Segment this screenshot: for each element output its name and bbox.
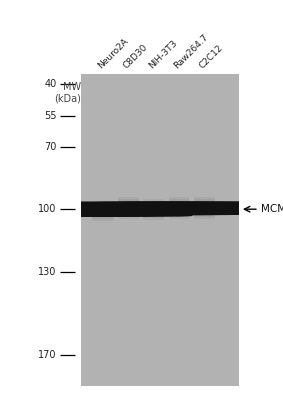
FancyBboxPatch shape	[13, 206, 192, 217]
Text: 130: 130	[38, 267, 57, 277]
Bar	[169, 199, 189, 217]
Text: 40: 40	[44, 79, 57, 89]
Bar	[118, 202, 138, 215]
Text: 70: 70	[44, 142, 57, 152]
Bar	[143, 201, 164, 218]
Bar	[92, 204, 114, 219]
Bar	[169, 197, 189, 219]
Bar	[194, 199, 215, 217]
FancyBboxPatch shape	[115, 202, 283, 215]
Text: C8D30: C8D30	[122, 43, 150, 71]
Bar	[194, 202, 215, 215]
Bar	[92, 202, 114, 221]
Bar	[194, 197, 215, 219]
Text: MCM4: MCM4	[261, 204, 283, 214]
FancyBboxPatch shape	[90, 202, 268, 215]
Text: 55: 55	[44, 111, 57, 121]
Text: 170: 170	[38, 350, 57, 360]
FancyBboxPatch shape	[39, 202, 217, 215]
Text: MW
(kDa): MW (kDa)	[54, 82, 81, 104]
Text: C2C12: C2C12	[198, 44, 225, 71]
Bar	[169, 202, 189, 215]
Text: Neuro2A: Neuro2A	[97, 37, 130, 71]
Bar	[143, 203, 164, 216]
Bar	[118, 199, 138, 217]
Text: 100: 100	[38, 204, 57, 214]
Text: Raw264.7: Raw264.7	[173, 33, 210, 71]
Bar	[118, 197, 138, 219]
Text: NIH-3T3: NIH-3T3	[147, 39, 179, 71]
FancyBboxPatch shape	[65, 203, 242, 216]
Bar	[143, 199, 164, 220]
Bar	[92, 206, 114, 217]
